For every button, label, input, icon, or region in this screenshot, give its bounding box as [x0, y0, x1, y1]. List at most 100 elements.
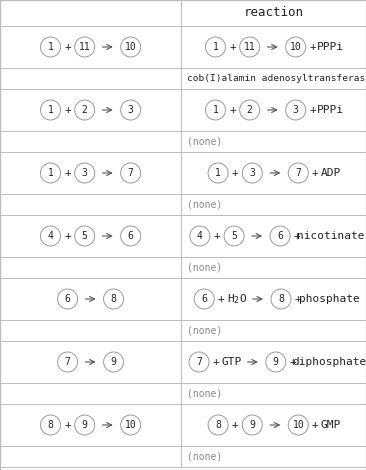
- Text: H$_2$O: H$_2$O: [227, 292, 247, 306]
- Text: 5: 5: [82, 231, 87, 241]
- Circle shape: [208, 415, 228, 435]
- Text: 3: 3: [82, 168, 87, 178]
- Text: 5: 5: [231, 231, 237, 241]
- Text: nicotinate: nicotinate: [297, 231, 365, 241]
- Circle shape: [224, 226, 244, 246]
- Circle shape: [121, 415, 141, 435]
- Text: +: +: [294, 231, 300, 241]
- Circle shape: [205, 100, 225, 120]
- Text: +: +: [295, 294, 302, 304]
- Text: 7: 7: [196, 357, 202, 367]
- Circle shape: [41, 100, 60, 120]
- Text: GMP: GMP: [321, 420, 341, 430]
- Text: (none): (none): [187, 199, 223, 210]
- Text: 6: 6: [277, 231, 283, 241]
- Circle shape: [75, 100, 95, 120]
- Circle shape: [41, 226, 60, 246]
- Text: (none): (none): [187, 326, 223, 336]
- Text: 3: 3: [128, 105, 134, 115]
- Text: 8: 8: [278, 294, 284, 304]
- Text: GTP: GTP: [221, 357, 242, 367]
- Text: (none): (none): [187, 263, 223, 273]
- Circle shape: [121, 37, 141, 57]
- Text: cob(I)alamin adenosyltransferase: cob(I)alamin adenosyltransferase: [187, 74, 366, 83]
- Text: 1: 1: [48, 42, 53, 52]
- Text: ADP: ADP: [321, 168, 341, 178]
- Text: (none): (none): [187, 452, 223, 462]
- Circle shape: [41, 163, 60, 183]
- Text: +: +: [64, 231, 71, 241]
- Circle shape: [266, 352, 286, 372]
- Text: +: +: [229, 105, 236, 115]
- Text: 6: 6: [128, 231, 134, 241]
- Text: 1: 1: [213, 42, 219, 52]
- Circle shape: [205, 37, 225, 57]
- Circle shape: [75, 226, 95, 246]
- Text: reaction: reaction: [244, 7, 303, 19]
- Text: +: +: [232, 420, 239, 430]
- Circle shape: [286, 37, 306, 57]
- Text: 9: 9: [249, 420, 255, 430]
- Circle shape: [271, 289, 291, 309]
- Circle shape: [288, 415, 308, 435]
- Text: (none): (none): [187, 136, 223, 147]
- Text: 8: 8: [48, 420, 53, 430]
- Text: 8: 8: [215, 420, 221, 430]
- Text: phosphate: phosphate: [299, 294, 359, 304]
- Text: 9: 9: [273, 357, 279, 367]
- Text: 10: 10: [125, 420, 137, 430]
- Text: +: +: [309, 105, 316, 115]
- Text: +: +: [64, 420, 71, 430]
- Text: 11: 11: [79, 42, 90, 52]
- Text: PPPi: PPPi: [317, 42, 344, 52]
- Circle shape: [190, 226, 210, 246]
- Circle shape: [194, 289, 214, 309]
- Text: 3: 3: [249, 168, 255, 178]
- Circle shape: [41, 37, 60, 57]
- Circle shape: [121, 100, 141, 120]
- Text: 3: 3: [293, 105, 299, 115]
- Text: 2: 2: [82, 105, 87, 115]
- Circle shape: [104, 289, 124, 309]
- Text: 1: 1: [215, 168, 221, 178]
- Circle shape: [75, 163, 95, 183]
- Text: 1: 1: [213, 105, 219, 115]
- Circle shape: [75, 415, 95, 435]
- Circle shape: [121, 226, 141, 246]
- Text: +: +: [229, 42, 236, 52]
- Text: 11: 11: [244, 42, 255, 52]
- Text: 10: 10: [125, 42, 137, 52]
- Circle shape: [208, 163, 228, 183]
- Text: 7: 7: [65, 357, 71, 367]
- Text: 1: 1: [48, 105, 53, 115]
- Text: +: +: [64, 105, 71, 115]
- Text: +: +: [214, 231, 220, 241]
- Text: +: +: [64, 168, 71, 178]
- Circle shape: [242, 415, 262, 435]
- Text: diphosphate: diphosphate: [292, 357, 366, 367]
- Text: 2: 2: [247, 105, 253, 115]
- Text: +: +: [213, 357, 220, 367]
- Text: 6: 6: [201, 294, 207, 304]
- Circle shape: [240, 100, 260, 120]
- Circle shape: [41, 415, 60, 435]
- Text: PPPi: PPPi: [317, 105, 344, 115]
- Circle shape: [240, 37, 260, 57]
- Text: 8: 8: [111, 294, 116, 304]
- Circle shape: [121, 163, 141, 183]
- Circle shape: [286, 100, 306, 120]
- Circle shape: [242, 163, 262, 183]
- Text: +: +: [232, 168, 239, 178]
- Text: (none): (none): [187, 389, 223, 399]
- Text: 9: 9: [111, 357, 116, 367]
- Text: 10: 10: [290, 42, 302, 52]
- Circle shape: [57, 289, 78, 309]
- Circle shape: [75, 37, 95, 57]
- Text: +: +: [218, 294, 225, 304]
- Text: +: +: [64, 42, 71, 52]
- Circle shape: [57, 352, 78, 372]
- Text: 10: 10: [292, 420, 304, 430]
- Text: +: +: [290, 357, 296, 367]
- Circle shape: [189, 352, 209, 372]
- Text: 4: 4: [48, 231, 53, 241]
